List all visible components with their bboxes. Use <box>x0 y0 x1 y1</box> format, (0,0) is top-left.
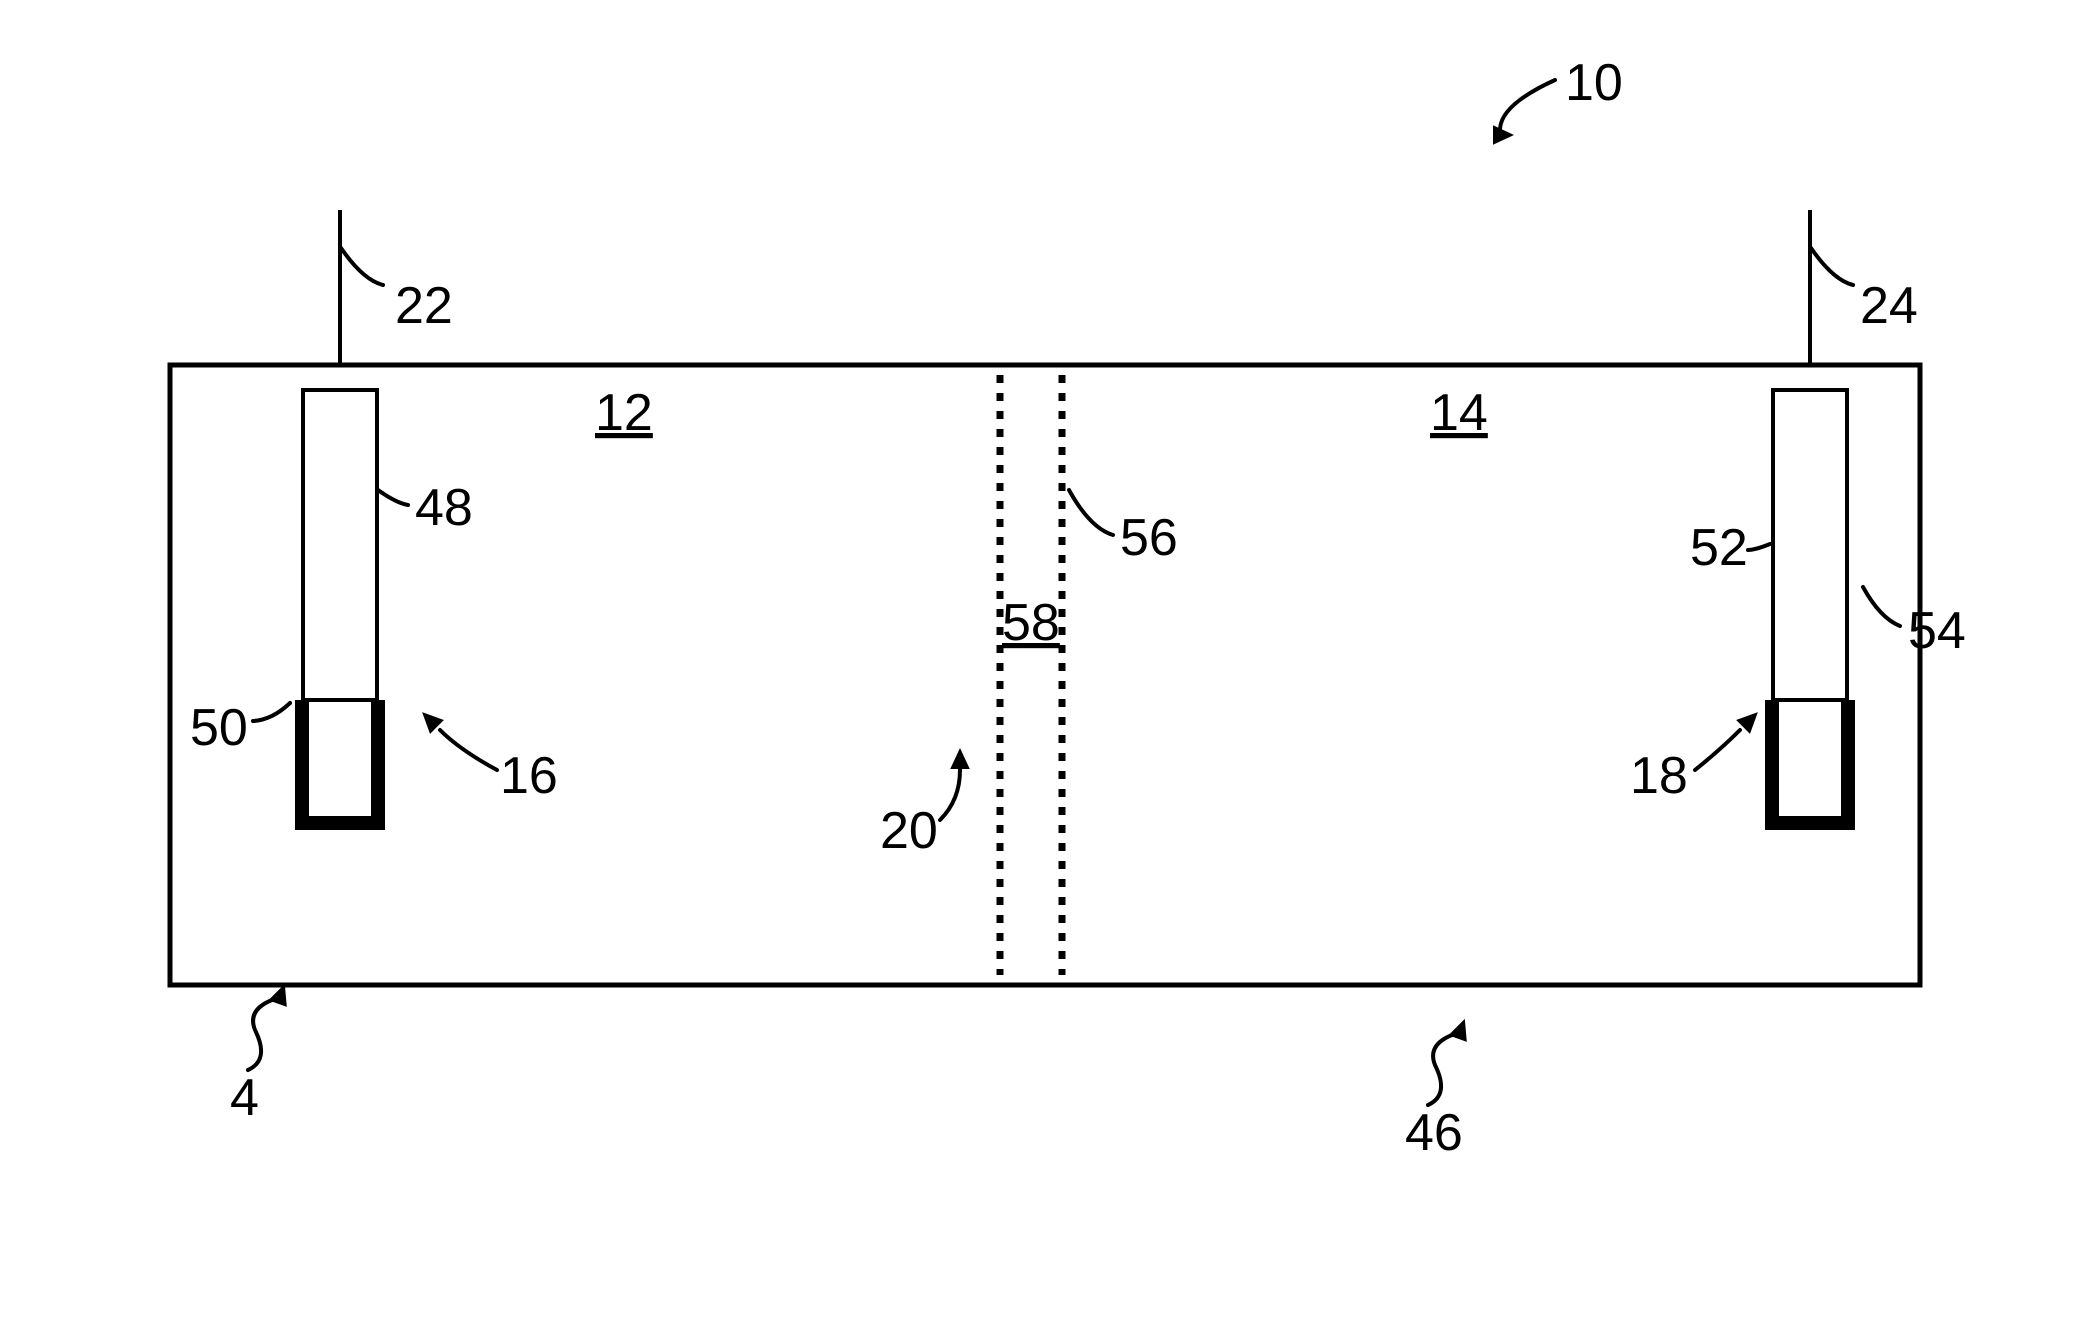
label-58: 58 <box>1002 594 1060 652</box>
label-46: 46 <box>1405 1104 1463 1162</box>
label-22: 22 <box>395 277 453 335</box>
label-18: 18 <box>1630 747 1688 805</box>
label-10: 10 <box>1565 54 1623 112</box>
label-54: 54 <box>1908 602 1966 660</box>
electrode-upper-1 <box>1773 390 1847 700</box>
patent-diagram: 10 22 24 12 14 48 56 52 58 54 50 16 18 20 4 46 <box>0 0 2091 1336</box>
label-24: 24 <box>1860 277 1918 335</box>
label-14: 14 <box>1430 384 1488 442</box>
label-52: 52 <box>1690 519 1748 577</box>
label-4: 4 <box>230 1069 259 1127</box>
label-56: 56 <box>1120 509 1178 567</box>
label-50: 50 <box>190 699 248 757</box>
label-12: 12 <box>595 384 653 442</box>
electrode-upper-0 <box>303 390 377 700</box>
label-20: 20 <box>880 802 938 860</box>
label-16: 16 <box>500 747 558 805</box>
label-48: 48 <box>415 479 473 537</box>
